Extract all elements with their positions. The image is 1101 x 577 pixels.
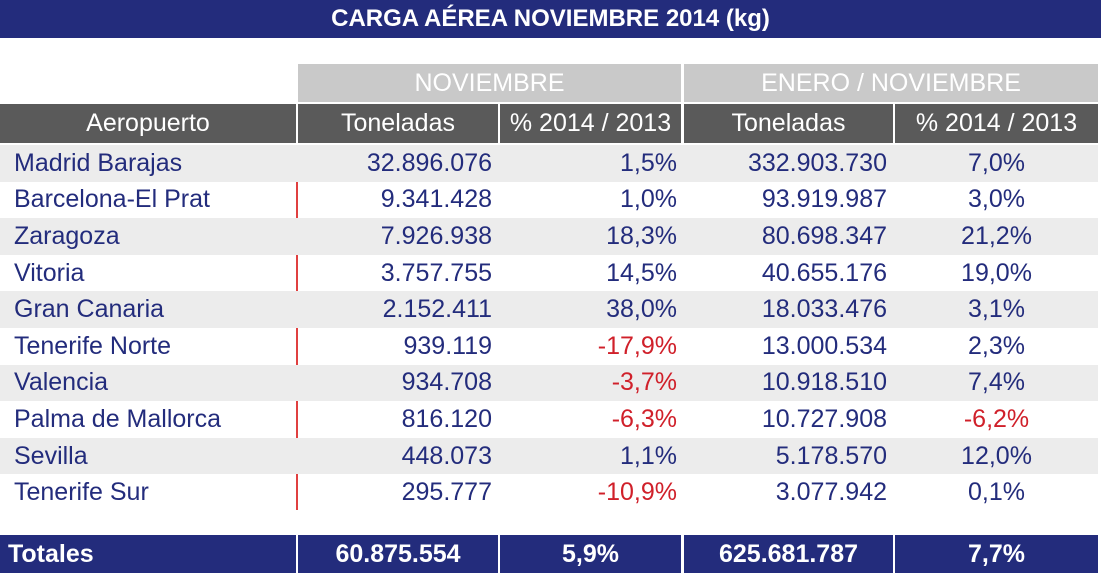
cell: 93.919.987 bbox=[761, 185, 887, 214]
cell: 1,5% bbox=[620, 148, 677, 177]
cell: 12,0% bbox=[961, 441, 1032, 470]
row-bg bbox=[0, 291, 1098, 328]
airport-name: Tenerife Sur bbox=[14, 478, 149, 507]
cell: 38,0% bbox=[606, 295, 677, 324]
column-header: Toneladas bbox=[684, 104, 893, 143]
cell: 448.073 bbox=[401, 441, 492, 470]
airport-name: Palma de Mallorca bbox=[14, 404, 222, 433]
cell: 18.033.476 bbox=[761, 295, 887, 324]
cell: -3,7% bbox=[611, 368, 677, 397]
column-header: Aeropuerto bbox=[0, 104, 296, 143]
totals-cell: 625.681.787 bbox=[684, 535, 893, 573]
column-header: % 2014 / 2013 bbox=[895, 104, 1098, 143]
airport-name: Vitoria bbox=[14, 258, 85, 287]
cell: 934.708 bbox=[401, 368, 492, 397]
cell: -6,3% bbox=[611, 404, 677, 433]
row-bg bbox=[0, 218, 1098, 255]
cell: 9.341.428 bbox=[380, 185, 492, 214]
cell: 1,1% bbox=[620, 441, 677, 470]
totals-cell: 5,9% bbox=[500, 535, 681, 573]
airport-name: Madrid Barajas bbox=[14, 148, 183, 177]
row-bg bbox=[0, 145, 1098, 182]
totals-cell: 60.875.554 bbox=[298, 535, 498, 573]
cell: 80.698.347 bbox=[761, 221, 887, 250]
cell: 1,0% bbox=[620, 185, 677, 214]
cell: -17,9% bbox=[597, 331, 677, 360]
airport-name: Valencia bbox=[14, 368, 109, 397]
cell: 19,0% bbox=[961, 258, 1032, 287]
airport-name: Tenerife Norte bbox=[14, 331, 172, 360]
cell: -10,9% bbox=[597, 478, 677, 507]
cell: 14,5% bbox=[606, 258, 677, 287]
divider bbox=[296, 146, 298, 510]
cell: 18,3% bbox=[606, 221, 677, 250]
cell: 21,2% bbox=[961, 221, 1032, 250]
airport-name: Zaragoza bbox=[14, 221, 120, 250]
cell: 10.727.908 bbox=[761, 404, 887, 433]
cell: 5.178.570 bbox=[775, 441, 887, 470]
cell: -6,2% bbox=[963, 404, 1030, 433]
cell: 40.655.176 bbox=[761, 258, 887, 287]
totals-cell: 7,7% bbox=[895, 535, 1098, 573]
group-header: NOVIEMBRE bbox=[298, 64, 681, 102]
row-bg bbox=[0, 364, 1098, 402]
cell: 7.926.938 bbox=[380, 221, 492, 250]
cell: 2,3% bbox=[968, 331, 1025, 360]
column-header: % 2014 / 2013 bbox=[500, 104, 681, 143]
column-header: Toneladas bbox=[298, 104, 498, 143]
title: CARGA AÉREA NOVIEMBRE 2014 (kg) bbox=[0, 0, 1101, 38]
cell: 7,4% bbox=[968, 368, 1025, 397]
cell: 332.903.730 bbox=[747, 148, 887, 177]
cell: 3.757.755 bbox=[380, 258, 492, 287]
row-bg bbox=[0, 437, 1098, 475]
cell: 13.000.534 bbox=[761, 331, 887, 360]
cell: 10.918.510 bbox=[761, 368, 887, 397]
cell: 3,1% bbox=[968, 295, 1025, 324]
airport-name: Gran Canaria bbox=[14, 295, 165, 324]
cell: 939.119 bbox=[403, 331, 492, 360]
airport-name: Barcelona-El Prat bbox=[14, 185, 210, 214]
cell: 3.077.942 bbox=[775, 478, 887, 507]
cell: 32.896.076 bbox=[366, 148, 492, 177]
totals-label: Totales bbox=[0, 535, 296, 573]
cell: 816.120 bbox=[401, 404, 492, 433]
cell: 0,1% bbox=[968, 478, 1025, 507]
cell: 7,0% bbox=[968, 148, 1025, 177]
cell: 3,0% bbox=[968, 185, 1025, 214]
cell: 295.777 bbox=[401, 478, 492, 507]
group-header: ENERO / NOVIEMBRE bbox=[684, 64, 1098, 102]
airport-name: Sevilla bbox=[14, 441, 88, 470]
cell: 2.152.411 bbox=[382, 295, 492, 324]
